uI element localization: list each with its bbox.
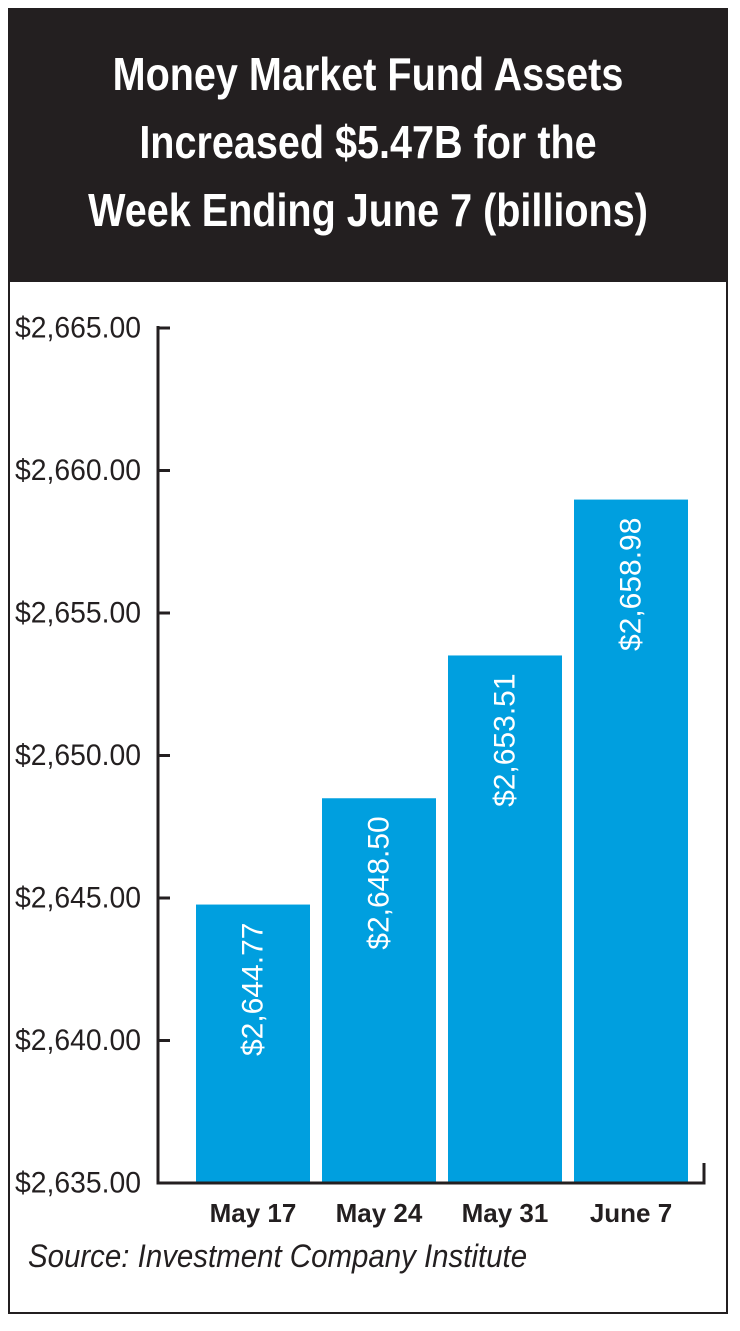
x-tick-label: May 24	[336, 1198, 423, 1228]
y-tick-label: $2,660.00	[15, 454, 141, 487]
source-note: Source: Investment Company Institute	[28, 1238, 528, 1274]
bars: $2,644.77 $2,648.50 $2,653.51 $2,658.98	[196, 499, 688, 1183]
x-tick-label: June 7	[590, 1198, 672, 1228]
bar-value-label: $2,648.50	[363, 816, 396, 949]
x-tick-label: May 17	[210, 1198, 297, 1228]
x-axis: May 17 May 24 May 31 June 7	[156, 1163, 706, 1228]
y-tick-label: $2,665.00	[15, 312, 141, 345]
bar	[448, 655, 562, 1183]
x-tick-label: May 31	[462, 1198, 549, 1228]
bar	[322, 798, 436, 1183]
bar-value-label: $2,653.51	[489, 673, 522, 806]
chart-title: Money Market Fund Assets Increased $5.47…	[88, 48, 648, 236]
title-banner: Money Market Fund Assets Increased $5.47…	[10, 10, 726, 282]
y-tick-label: $2,655.00	[15, 597, 141, 630]
y-tick-label: $2,635.00	[15, 1167, 141, 1200]
bar	[196, 904, 310, 1183]
y-tick-label: $2,650.00	[15, 739, 141, 772]
y-tick-label: $2,640.00	[15, 1024, 141, 1057]
bar-value-label: $2,658.98	[615, 518, 648, 651]
y-tick-label: $2,645.00	[15, 882, 141, 915]
bar	[574, 499, 688, 1183]
y-axis: $2,635.00 $2,640.00 $2,645.00 $2,650.00 $2,6…	[15, 312, 170, 1200]
bar-value-label: $2,644.77	[237, 923, 270, 1056]
